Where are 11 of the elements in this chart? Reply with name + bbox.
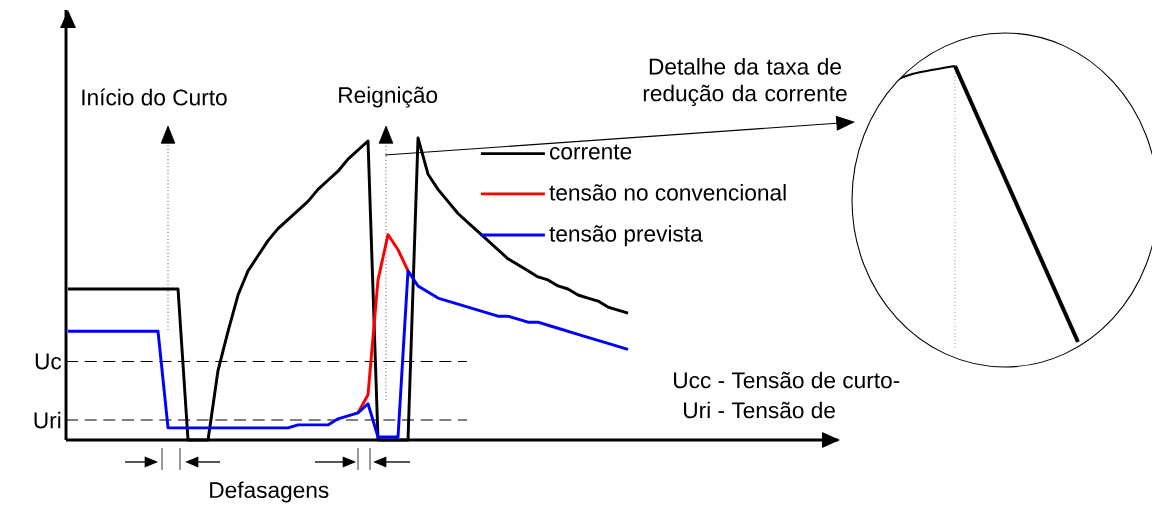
text: Defasagens	[210, 481, 329, 503]
ref-line-label: Uc	[35, 353, 62, 370]
text: Detalhe da taxa de redução da corrente	[643, 58, 847, 106]
text: Reignição	[339, 86, 438, 108]
text: Uri - Tensão de	[684, 401, 835, 419]
legend-label: tensão prevista	[549, 225, 703, 247]
text: Início do Curto	[82, 88, 227, 106]
text: Ucc - Tensão de curto-	[674, 371, 900, 389]
ref-line-label: Uri	[34, 411, 61, 429]
legend-label: tensão no convencional	[549, 183, 786, 201]
legend-label: corrente	[550, 144, 632, 160]
